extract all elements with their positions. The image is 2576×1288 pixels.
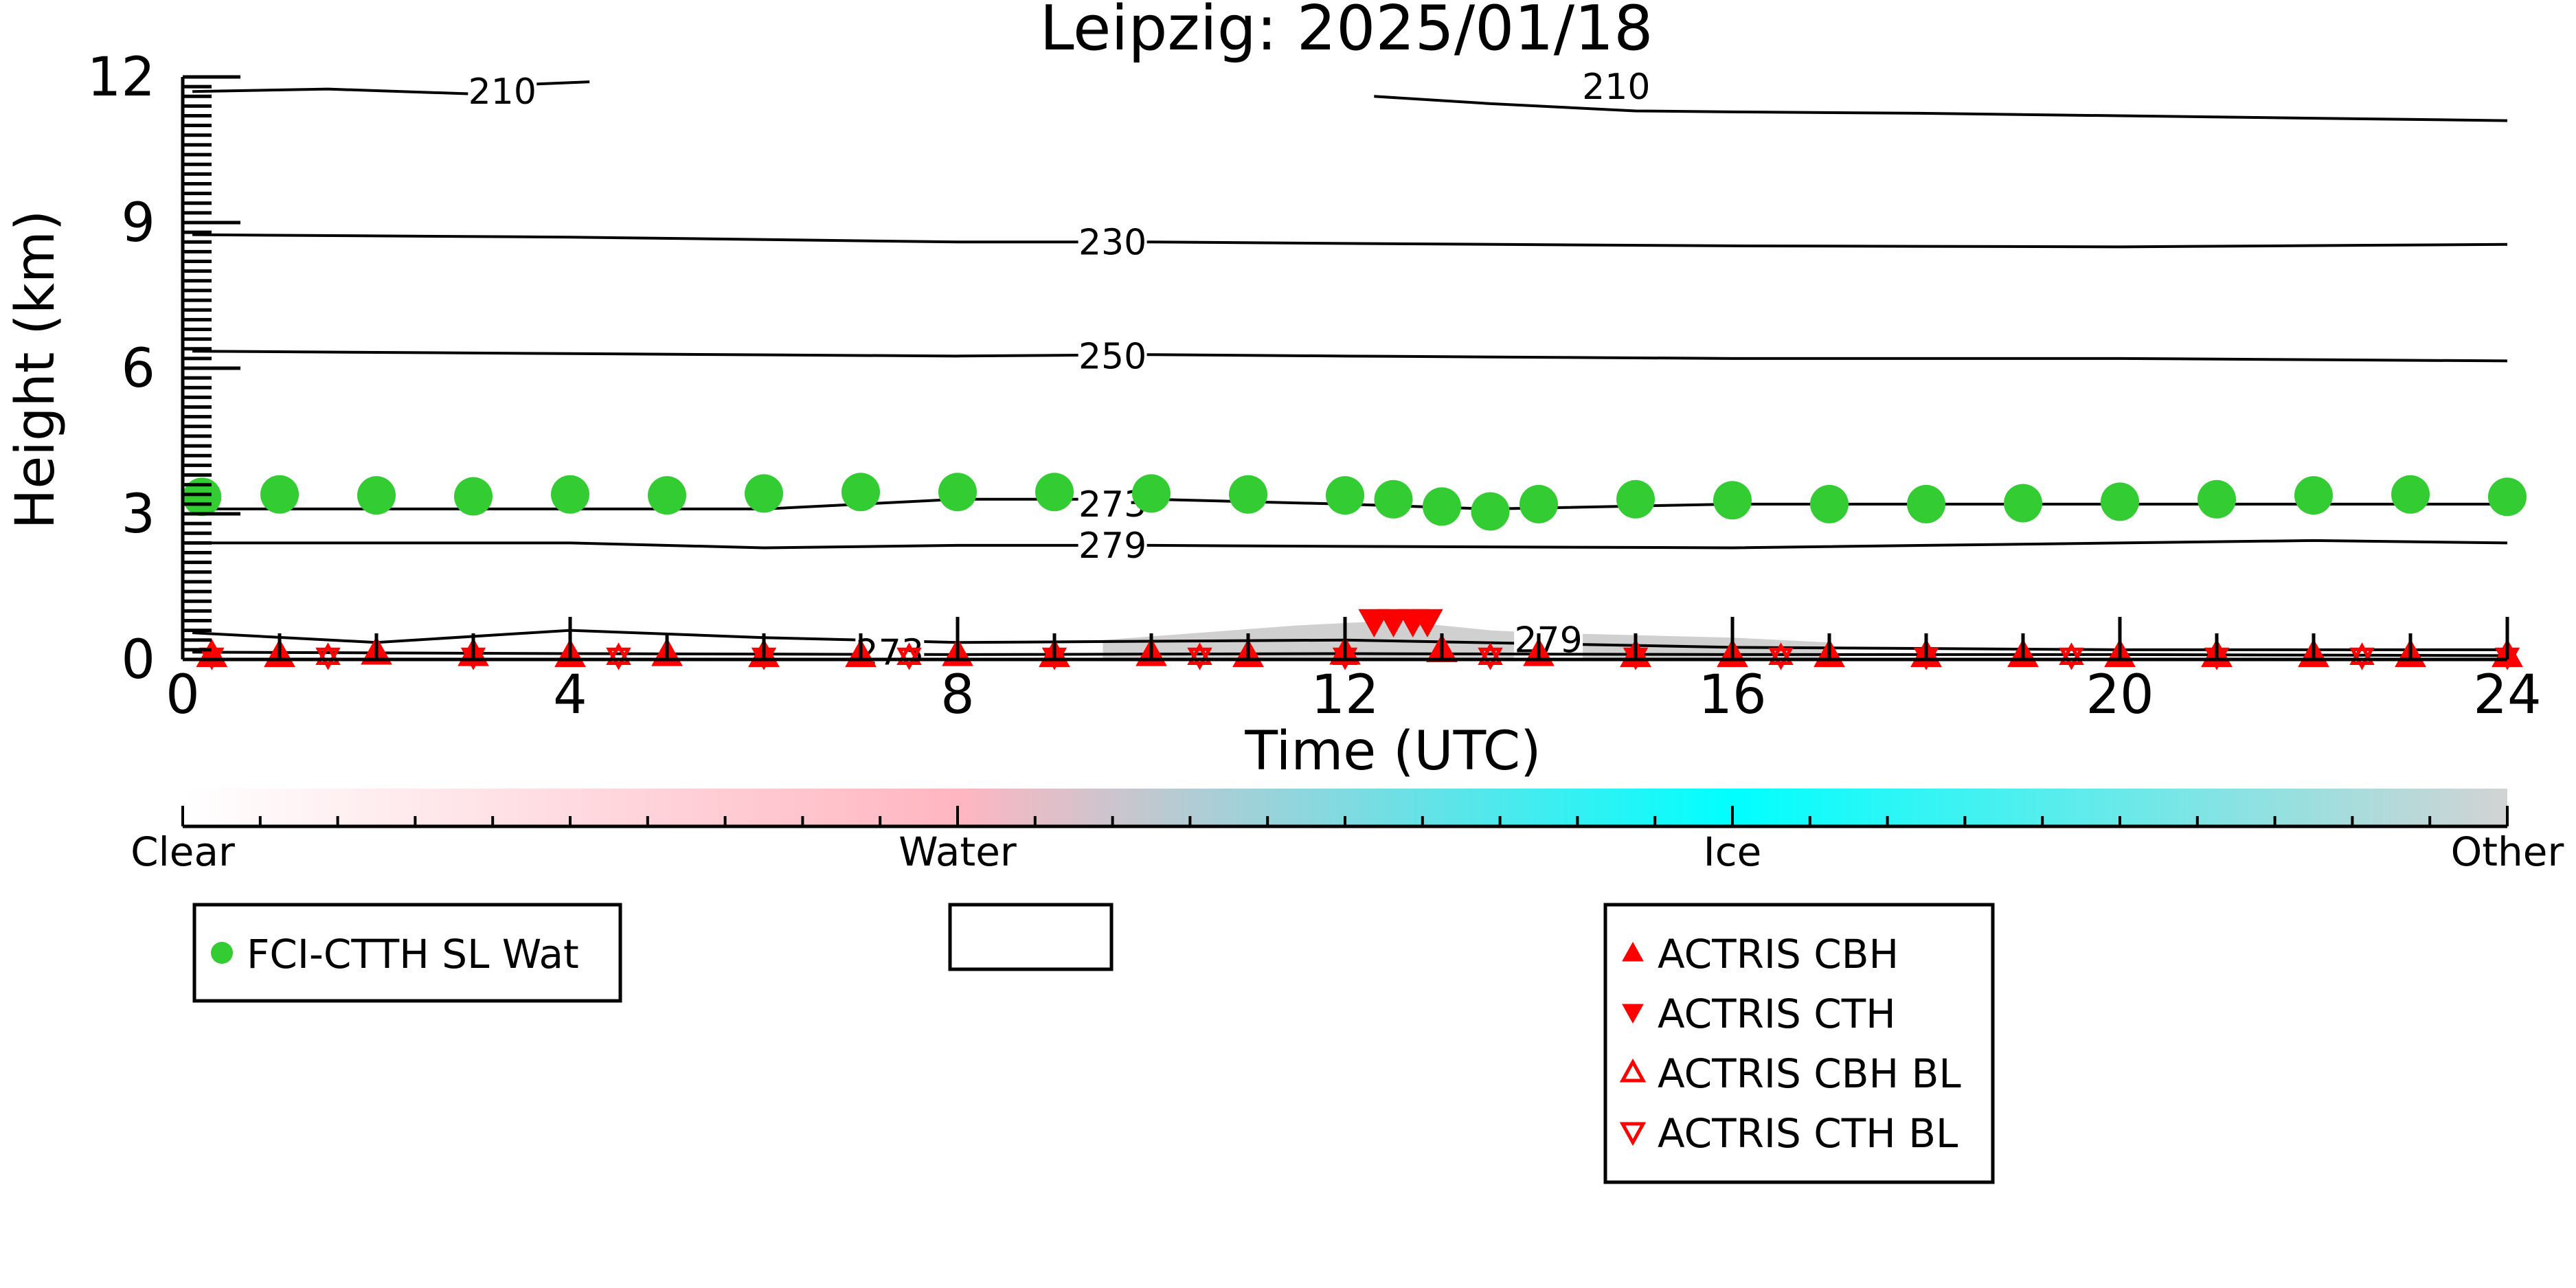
fci-ctth-sl-wat-point xyxy=(648,476,686,515)
contour-line-250 xyxy=(192,350,2508,363)
y-tick-label: 0 xyxy=(121,629,155,691)
contour-label-bg xyxy=(468,71,537,110)
x-tick-label: 4 xyxy=(553,664,587,726)
fci-ctth-sl-wat-point xyxy=(1810,484,1849,523)
x-tick-label: 12 xyxy=(1311,664,1379,726)
fci-ctth-sl-wat-point xyxy=(1713,481,1752,520)
colorbar: Clear Water Ice Other xyxy=(131,789,2564,875)
cloud-shading-layer xyxy=(1103,620,1829,659)
fci-ctth-sl-wat-point xyxy=(1229,475,1267,514)
legend-marker-actris-cth-bl xyxy=(1619,1122,1647,1146)
legend-marker-actris-cbh-bl xyxy=(1619,1058,1647,1083)
contour-label-210: 210 xyxy=(468,71,536,113)
actris-cth-point xyxy=(1377,609,1410,637)
contour-label-279: 279 xyxy=(1078,526,1146,567)
legends: FCI-CTTH SL Wat ACTRIS CBH ACTRIS CTH ACTRI… xyxy=(192,903,1995,1184)
fci-ctth-sl-wat-point xyxy=(2294,476,2333,515)
contour-label-250: 250 xyxy=(1078,336,1146,377)
x-tick-label: 20 xyxy=(2086,664,2154,726)
y-tick-label: 6 xyxy=(121,338,155,400)
contour-line-230 xyxy=(192,233,2508,249)
actris-cth-point xyxy=(1358,609,1390,637)
x-tick-label: 8 xyxy=(940,664,975,726)
fci-ctth-sl-wat-point xyxy=(1326,476,1364,515)
legend-entry-label: ACTRIS CBH BL xyxy=(1658,1050,1961,1097)
x-tick-label: 24 xyxy=(2473,664,2541,726)
y-axis-label: Height (km) xyxy=(5,210,67,530)
fci-ctth-sl-wat-point xyxy=(841,473,880,512)
contour-label-230: 230 xyxy=(1078,222,1146,263)
y-tick-label: 12 xyxy=(87,47,155,109)
fci-ctth-sl-wat-point xyxy=(1616,479,1655,519)
x-tick-label: 16 xyxy=(1698,664,1766,726)
fci-ctth-sl-wat-point xyxy=(2101,482,2139,521)
x-tick-label: 0 xyxy=(166,664,200,726)
legend-box xyxy=(948,903,1114,971)
fci-ctth-sl-wat-point xyxy=(357,476,396,515)
contour-label-bg xyxy=(1078,524,1147,563)
legend-entry-label: ACTRIS CTH xyxy=(1658,991,1896,1037)
contour-label-bg xyxy=(1078,221,1147,260)
contour-line-279 xyxy=(192,539,2508,550)
fci-ctth-sl-wat-point xyxy=(2004,484,2042,523)
fci-ctth-sl-wat-point xyxy=(260,475,299,514)
fci-ctth-sl-wat-point xyxy=(2391,475,2430,514)
legend-marker-actris-cbh xyxy=(1622,941,1644,962)
fci-ctth-sl-wat-point xyxy=(1374,479,1413,519)
contour-line-210 xyxy=(1374,95,2508,122)
fci-ctth-sl-wat-point xyxy=(454,477,493,516)
fci-ctth-sl-wat-point xyxy=(1519,484,1558,523)
colorbar-label-clear: Clear xyxy=(131,828,235,875)
fci-ctth-sl-wat-point xyxy=(551,475,589,514)
fci-ctth-sl-wat-point xyxy=(1471,492,1510,531)
legend-entry-label: ACTRIS CBH xyxy=(1658,931,1899,978)
fci-ctth-sl-wat-point xyxy=(183,477,222,517)
fci-ctth-sl-wat-point xyxy=(1132,474,1171,513)
y-tick-label: 3 xyxy=(121,484,155,545)
legend-entry-label: FCI-CTTH SL Wat xyxy=(247,931,579,978)
fci-ctth-sl-wat-point xyxy=(2488,477,2527,517)
x-axis-label: Time (UTC) xyxy=(1244,721,1541,782)
colorbar-label-water: Water xyxy=(899,828,1017,875)
colorbar-label-ice: Ice xyxy=(1704,828,1762,875)
cloud-shading-area xyxy=(1103,620,1829,659)
contour-label-210: 210 xyxy=(1582,67,1650,108)
legend-entry-label: ACTRIS CTH BL xyxy=(1658,1110,1958,1157)
legend-marker-actris-cth xyxy=(1622,1004,1644,1024)
colorbar-label-other: Other xyxy=(2451,828,2564,875)
fci-ctth-sl-wat-point xyxy=(745,474,783,513)
contour-label-bg xyxy=(1078,335,1147,374)
fci-ctth-sl-wat-point xyxy=(2197,479,2236,519)
chart-title: Leipzig: 2025/01/18 xyxy=(1039,0,1653,65)
contour-label-bg xyxy=(1581,66,1651,105)
legend-box xyxy=(192,903,622,1003)
legend-box xyxy=(1603,903,1995,1184)
fci-ctth-sl-wat-point xyxy=(938,473,977,512)
actris-cth-point xyxy=(1412,609,1443,637)
contour-label-bg xyxy=(1514,619,1583,658)
y-tick-label: 9 xyxy=(121,192,155,254)
axes: 0 4 8 12 16 20 24 0 3 6 9 12 xyxy=(87,47,2542,726)
fci-ctth-sl-wat-point xyxy=(1907,484,1945,523)
fci-ctth-sl-wat-point xyxy=(1423,487,1461,526)
legend-marker-fci-ctth-sl-wat xyxy=(211,942,233,964)
fci-ctth-sl-wat-point xyxy=(1035,473,1074,512)
